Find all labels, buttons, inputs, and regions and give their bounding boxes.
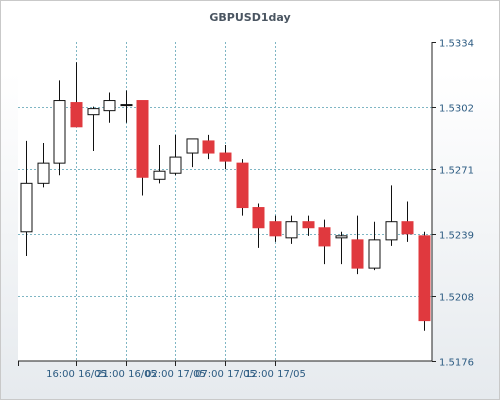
- x-tick-label: 02:00 17/05: [145, 369, 206, 380]
- candle: [87, 106, 100, 152]
- candle-body-up: [335, 235, 348, 239]
- candle-body-up: [368, 239, 381, 269]
- candle-body-down: [302, 221, 315, 229]
- candle-body-up: [87, 108, 100, 116]
- candle: [285, 215, 298, 244]
- x-tick-label: 21:00 16/05: [96, 369, 157, 380]
- candle-body-up: [186, 138, 199, 154]
- candle-body-up: [37, 162, 50, 184]
- y-tick-label: 1.5176: [439, 358, 474, 369]
- candle: [186, 138, 199, 168]
- candle-body-down: [70, 102, 83, 128]
- candle-body-down: [318, 227, 331, 247]
- x-tick-label: 12:00 17/05: [245, 369, 306, 380]
- candle: [236, 159, 249, 216]
- candle-body-down: [418, 235, 431, 322]
- candle: [37, 142, 50, 188]
- candle: [169, 134, 182, 176]
- tick-labels: 1.5334 1.5302 1.5271 1.5239 1.5208 1.5176 16:0…: [46, 39, 474, 381]
- candle-body-down: [401, 221, 414, 235]
- candle: [252, 203, 265, 248]
- candle-body-up: [120, 104, 133, 107]
- candle: [53, 80, 66, 176]
- candle-body-down: [202, 140, 215, 154]
- x-tick-label: 07:00 17/05: [195, 369, 256, 380]
- candle: [368, 221, 381, 271]
- candle-body-up: [53, 100, 66, 164]
- y-tick-label: 1.5302: [439, 104, 474, 115]
- grid: [18, 42, 432, 361]
- candle-body-down: [351, 239, 364, 269]
- y-tick-label: 1.5239: [439, 231, 474, 242]
- candles: [20, 62, 431, 331]
- candle: [269, 215, 282, 242]
- candle: [219, 144, 232, 170]
- candle: [318, 219, 331, 265]
- x-tick-label: 16:00 16/05: [46, 369, 107, 380]
- candle: [20, 140, 33, 257]
- candle-body-up: [169, 156, 182, 174]
- candle: [70, 62, 83, 128]
- candle: [202, 134, 215, 160]
- candle-body-up: [385, 221, 398, 241]
- candle-body-down: [269, 221, 282, 237]
- axes: [18, 42, 436, 366]
- candle-body-up: [20, 182, 33, 233]
- candle: [418, 231, 431, 331]
- candle: [120, 90, 133, 123]
- candle: [103, 92, 116, 123]
- chart-title: GBPUSD1day: [209, 11, 290, 24]
- candle-body-down: [136, 100, 149, 178]
- candle-body-down: [252, 207, 265, 229]
- y-tick-label: 1.5271: [439, 166, 474, 177]
- candle: [302, 215, 315, 236]
- candle: [153, 144, 166, 184]
- candle-body-up: [103, 100, 116, 112]
- candle-body-down: [236, 162, 249, 209]
- candle-body-up: [285, 221, 298, 239]
- candle: [385, 185, 398, 246]
- candle: [351, 215, 364, 275]
- plot-background: [18, 42, 432, 361]
- candle-body-down: [219, 152, 232, 162]
- candle-body-up: [153, 170, 166, 180]
- y-tick-label: 1.5334: [439, 39, 474, 50]
- candle: [401, 201, 414, 242]
- candle: [136, 100, 149, 196]
- y-tick-label: 1.5208: [439, 293, 474, 304]
- candle: [335, 231, 348, 265]
